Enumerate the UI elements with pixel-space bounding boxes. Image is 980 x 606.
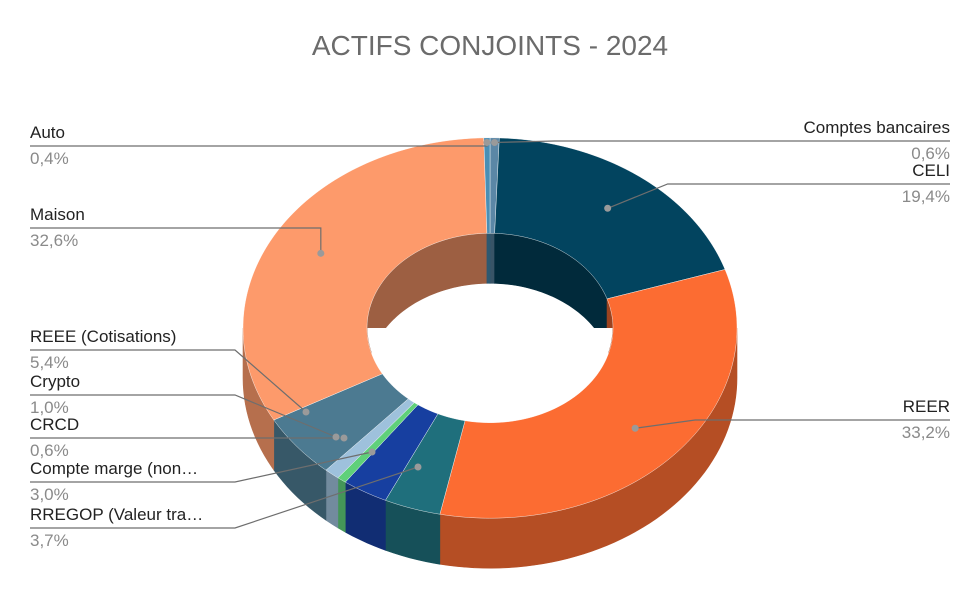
slice-side-0 <box>489 232 495 284</box>
label-6: Crypto 1,0% <box>30 372 340 441</box>
label-0: Comptes bancaires 0,6% <box>491 118 950 163</box>
slice-pct-label: 0,4% <box>30 149 69 168</box>
slice-pct-label: 3,7% <box>30 531 69 550</box>
slice-name-label: Crypto <box>30 372 80 391</box>
slice-pct-label: 5,4% <box>30 353 69 372</box>
leader-line <box>30 466 419 529</box>
leader-dot <box>340 434 348 442</box>
slice-pct-label: 1,0% <box>30 398 69 417</box>
label-1: CELI 19,4% <box>604 161 950 212</box>
leader-dot <box>491 138 499 146</box>
label-2: REER 33,2% <box>631 397 950 442</box>
slice-side-9 <box>486 232 491 284</box>
slice-name-label: CRCD <box>30 415 79 434</box>
slice-pct-label: 3,0% <box>30 485 69 504</box>
leader-dot <box>317 249 325 257</box>
slice-name-label: CELI <box>912 161 950 180</box>
leader-line <box>30 227 322 254</box>
leader-dot <box>483 138 491 146</box>
leader-line <box>494 140 950 144</box>
label-9: Auto 0,4% <box>30 123 491 168</box>
leader-line <box>607 183 950 209</box>
leader-line <box>30 349 307 413</box>
slice-pct-label: 32,6% <box>30 231 78 250</box>
slice-name-label: Comptes bancaires <box>804 118 950 137</box>
label-5: CRCD 0,6% <box>30 415 348 460</box>
leader-dot <box>631 424 639 432</box>
label-7: REEE (Cotisations) 5,4% <box>30 327 310 416</box>
leader-dot <box>368 448 376 456</box>
slice-auto[interactable] <box>483 137 491 234</box>
donut-slices <box>242 137 738 519</box>
label-8: Maison 32,6% <box>30 205 325 257</box>
slice-labels: Comptes bancaires0,6%CELI19,4%REER33,2%R… <box>30 118 950 550</box>
slice-name-label: REER <box>903 397 950 416</box>
slice-name-label: RREGOP (Valeur tra… <box>30 505 203 524</box>
leader-dot <box>604 204 612 212</box>
donut-hole <box>367 328 613 423</box>
chart-title: ACTIFS CONJOINTS - 2024 <box>312 30 668 61</box>
leader-line <box>30 451 373 483</box>
donut-3d-sides <box>242 232 738 569</box>
slice-name-label: REEE (Cotisations) <box>30 327 176 346</box>
leader-dot <box>414 463 422 471</box>
slice-name-label: Compte marge (non… <box>30 459 198 478</box>
leader-line <box>30 142 488 147</box>
slice-pct-label: 33,2% <box>902 423 950 442</box>
slice-name-label: Auto <box>30 123 65 142</box>
label-4: Compte marge (non… 3,0% <box>30 448 376 504</box>
leader-dot <box>302 408 310 416</box>
slice-pct-label: 0,6% <box>30 441 69 460</box>
leader-line <box>635 419 950 429</box>
slice-pct-label: 19,4% <box>902 187 950 206</box>
label-3: RREGOP (Valeur tra… 3,7% <box>30 463 422 550</box>
leader-dot <box>332 433 340 441</box>
slice-name-label: Maison <box>30 205 85 224</box>
slice-pct-label: 0,6% <box>911 144 950 163</box>
slice-side-6 <box>325 469 339 529</box>
leader-line <box>30 394 337 438</box>
slice-side-5 <box>337 477 346 533</box>
